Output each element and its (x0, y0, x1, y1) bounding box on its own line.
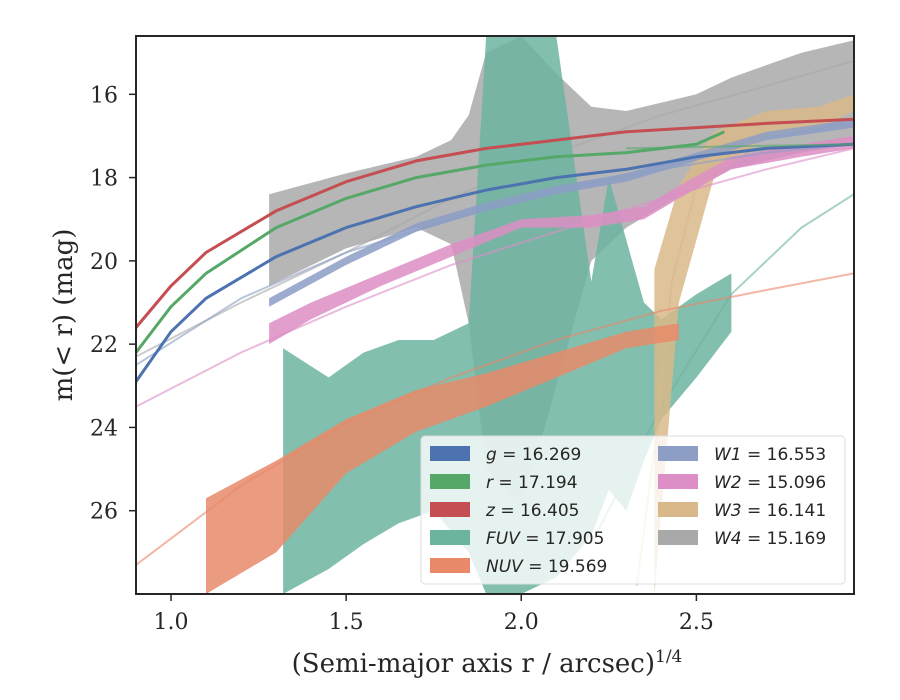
y-axis-title: m(< r) (mag) (49, 229, 79, 402)
y-tick-label: 18 (90, 167, 118, 192)
legend-label-fuv: FUV = 17.905 (486, 529, 604, 549)
legend-label-z: z = 16.405 (485, 501, 579, 521)
x-tick-label: 2.5 (679, 610, 714, 635)
model-curve-r (626, 143, 854, 150)
legend-label-w3: W3 = 16.141 (714, 501, 826, 521)
legend-swatch-nuv (430, 558, 470, 573)
legend-swatch-g (430, 446, 470, 461)
legend-swatch-z (430, 502, 470, 517)
model-curve-w1 (136, 143, 854, 366)
legend-box (420, 435, 846, 585)
line-g (136, 142, 854, 383)
band-nuv (206, 323, 679, 594)
legend-swatch-w2 (658, 474, 698, 489)
legend-label-w1: W1 = 16.553 (714, 445, 826, 465)
x-tick-label: 2.0 (504, 610, 539, 635)
y-tick-label: 20 (90, 250, 118, 275)
model-curve-w2 (136, 147, 854, 408)
legend: g = 16.269 W1 = 16.553 r = 17.194 W2 = 15.0… (420, 435, 846, 585)
y-tick-label: 26 (90, 500, 118, 525)
x-axis-ticks: 1.0 1.5 2.0 2.5 (154, 594, 714, 635)
legend-swatch-w4 (658, 530, 698, 545)
plot-frame (135, 35, 855, 595)
band-w2 (269, 135, 854, 345)
y-tick-label: 22 (90, 333, 118, 358)
legend-label-w2: W2 = 15.096 (714, 473, 826, 493)
legend-label-w4: W4 = 15.169 (714, 529, 826, 549)
y-tick-label: 24 (90, 416, 118, 441)
legend-swatch-w3 (658, 502, 698, 517)
legend-swatch-r (430, 474, 470, 489)
x-axis-title: (Semi-major axis r / arcsec)1/4 (292, 647, 683, 679)
legend-swatch-w1 (658, 446, 698, 461)
line-z (136, 117, 854, 329)
legend-label-g: g = 16.269 (486, 445, 581, 465)
y-axis-ticks: 16 18 20 22 24 26 (90, 83, 136, 525)
legend-swatch-fuv (430, 530, 470, 545)
legend-label-r: r = 17.194 (486, 473, 578, 493)
legend-label-nuv: NUV = 19.569 (486, 557, 607, 577)
model-curve-nuv (136, 272, 854, 566)
x-tick-label: 1.0 (154, 610, 189, 635)
x-tick-label: 1.5 (329, 610, 364, 635)
y-tick-label: 16 (90, 83, 118, 108)
line-r (136, 130, 726, 354)
